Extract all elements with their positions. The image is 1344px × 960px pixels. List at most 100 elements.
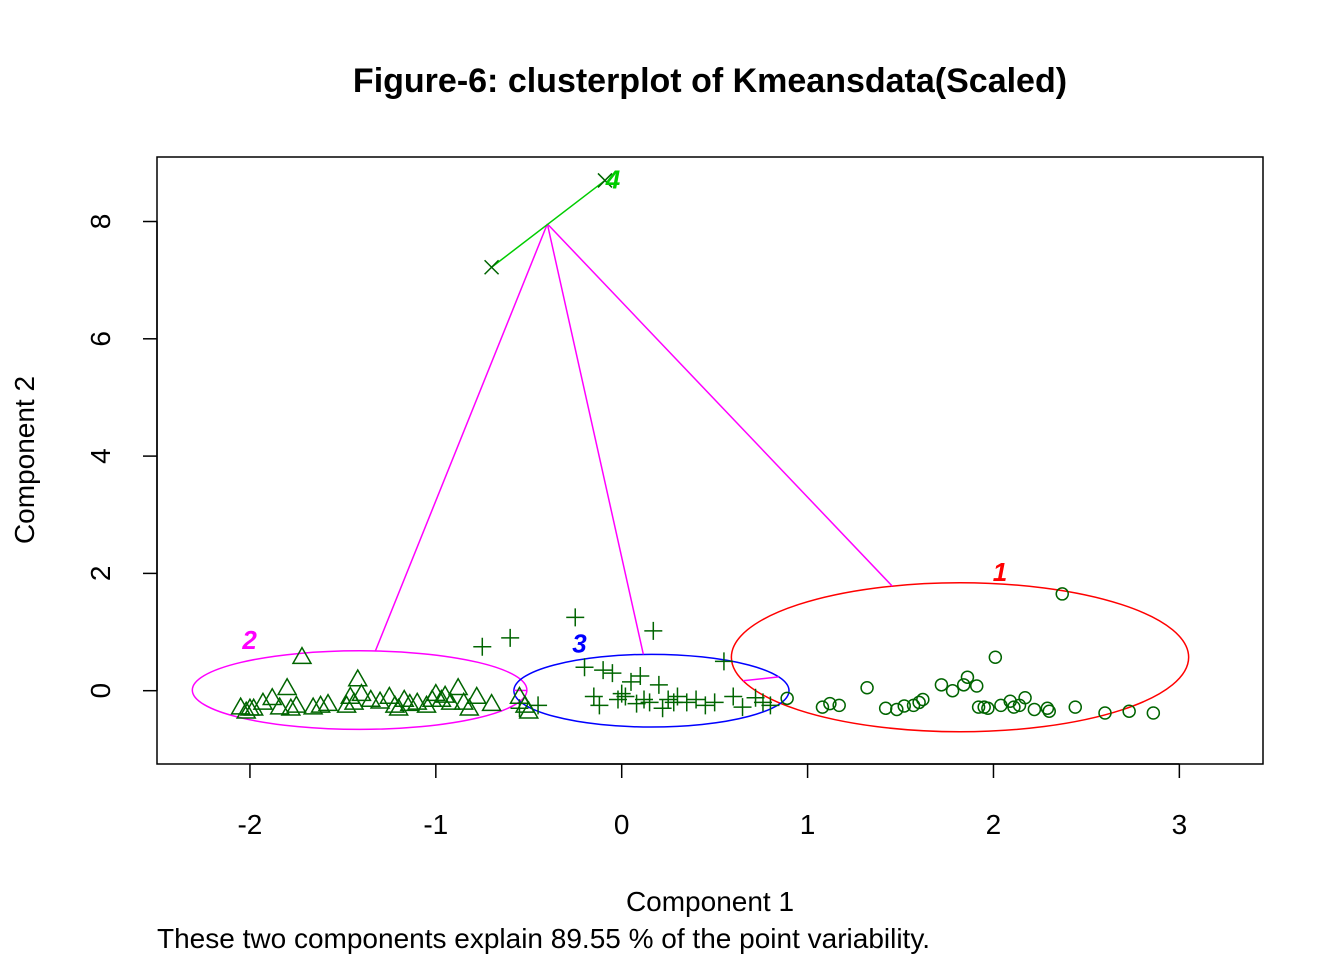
cluster-4-segment [491,179,606,268]
data-point [860,681,874,695]
data-point [677,693,696,712]
x-tick-label: 0 [614,809,630,840]
data-point [714,652,733,671]
data-point [269,696,290,715]
data-point [622,672,640,691]
data-point [832,698,846,713]
data-point [369,690,391,709]
data-point [406,691,428,710]
data-point [603,664,622,683]
data-point [890,702,904,717]
y-tick-label: 4 [85,448,116,464]
data-point [590,696,609,715]
data-point [310,694,331,713]
data-point [518,700,540,719]
data-point [1055,587,1069,601]
data-point [384,694,406,713]
data-point [668,687,687,706]
cluster-label: 1 [993,557,1007,587]
data-point [1040,701,1055,716]
data-point [379,686,400,705]
variability-note: These two components explain 89.55 % of … [157,923,930,954]
data-point [280,697,302,716]
data-point [934,678,949,692]
data-point [631,667,650,686]
data-point [733,698,752,717]
data-point [753,693,772,712]
data-point [501,628,520,647]
cluster-ellipse [191,650,528,731]
x-axis: -2 -1 0 1 2 3 [237,763,1188,840]
cluster-label: 3 [572,628,587,658]
data-point [916,692,930,707]
data-point [627,694,646,713]
data-point [1007,700,1021,714]
data-point [336,694,357,713]
data-point [687,690,706,709]
y-tick-label: 8 [85,214,116,230]
data-point [458,697,480,716]
data-point [484,259,500,275]
data-point [597,172,613,188]
data-point [912,695,926,710]
plot-frame [156,156,1264,765]
data-point [981,701,995,716]
x-tick-label: 1 [800,809,816,840]
data-point [276,677,298,696]
data-point [473,637,492,656]
data-point [696,696,715,715]
cluster-distance-line [374,223,549,652]
cluster-ellipse [730,582,1190,733]
data-point [1146,706,1161,720]
x-tick-label: -2 [237,809,262,840]
data-point [780,691,794,706]
y-tick-label: 2 [85,566,116,582]
data-point [317,693,339,712]
cluster-distance-line [546,223,893,587]
data-point [612,684,631,703]
x-tick-label: 3 [1172,809,1188,840]
data-point [705,693,724,712]
data-point [594,661,613,680]
data-point [897,699,911,713]
data-point [746,688,765,707]
data-point [481,693,502,712]
data-point [343,691,365,710]
data-point [1098,706,1112,720]
x-tick-label: -1 [423,809,448,840]
data-point [399,693,421,712]
data-point [640,693,659,712]
data-point [1122,704,1136,718]
data-point [969,679,984,693]
data-point [960,670,975,684]
y-axis-label: Component 2 [9,376,40,544]
cluster-label: 2 [241,625,257,655]
x-axis-label: Component 1 [626,886,794,917]
data-point [252,691,274,710]
data-point [878,701,893,716]
data-point [416,694,437,713]
data-point [1027,702,1042,717]
data-point [235,700,257,719]
data-point [575,658,594,677]
cluster-ellipse [513,653,790,728]
data-point [286,694,307,713]
data-point [230,696,251,715]
data-point [431,688,452,707]
data-point [724,687,743,706]
data-point [988,650,1003,665]
data-point [956,678,971,692]
data-point [393,688,415,707]
cluster-label: 4 [605,164,621,194]
data-point [466,686,488,705]
data-point [566,608,585,627]
data-point [945,683,960,698]
data-point [440,691,461,710]
data-point [529,696,548,715]
data-point [243,697,264,716]
data-point [1068,700,1083,714]
data-point [261,687,283,706]
y-tick-label: 6 [85,331,116,347]
cluster-distance-line [742,676,779,682]
